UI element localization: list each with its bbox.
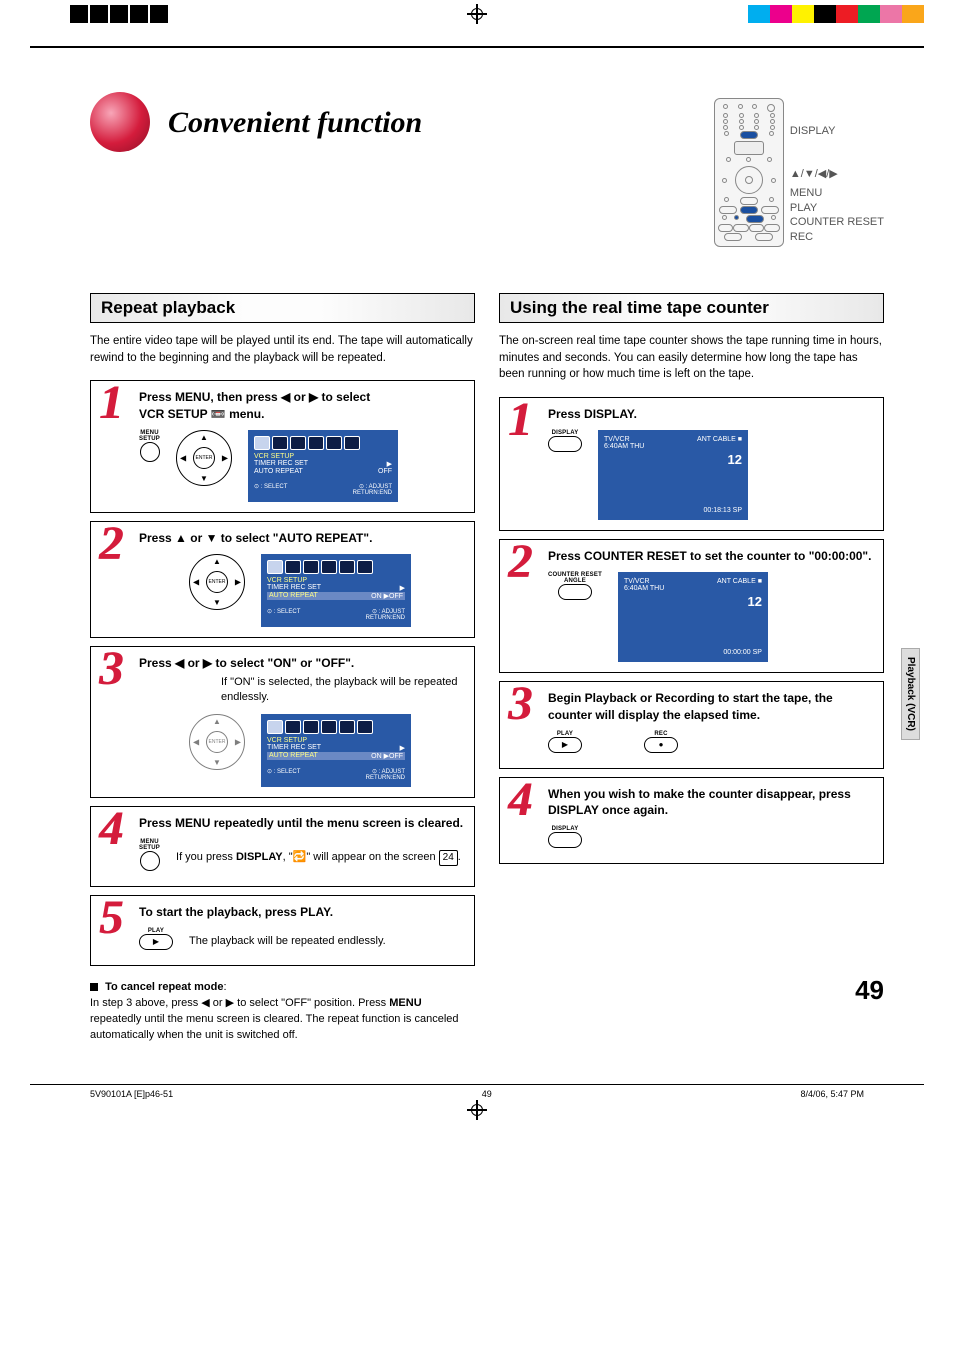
- callout-menu: MENU: [790, 186, 884, 201]
- step-number-icon: 4: [508, 776, 532, 824]
- title-badge-icon: [90, 92, 150, 152]
- registration-mark-icon: [0, 1103, 954, 1121]
- step-number-icon: 2: [99, 520, 123, 568]
- dpad-icon: ▲▼ ◀▶ ENTER: [189, 714, 245, 770]
- footer-right: 8/4/06, 5:47 PM: [800, 1089, 864, 1099]
- color-bar: [748, 5, 924, 23]
- right-column: Using the real time tape counter The on-…: [499, 293, 884, 872]
- step-number-icon: 1: [99, 379, 123, 427]
- callout-arrows: ▲/▼/◀/▶: [790, 167, 884, 182]
- step-number-icon: 3: [99, 645, 123, 693]
- step-4: 4 When you wish to make the counter disa…: [499, 777, 884, 864]
- step-2: 2 Press ▲ or ▼ to select "AUTO REPEAT". …: [90, 521, 475, 638]
- step-1: 1 Press MENU, then press ◀ or ▶ to selec…: [90, 380, 475, 512]
- side-tab: Playback (VCR): [901, 648, 920, 740]
- step-5: 5 To start the playback, press PLAY. PLA…: [90, 895, 475, 966]
- dpad-icon: ▲▼ ◀▶ ENTER: [189, 554, 245, 610]
- step-head-line2: VCR SETUP 📼 menu.: [139, 407, 264, 421]
- left-column: Repeat playback The entire video tape wi…: [90, 293, 475, 1044]
- square-bullet-icon: [90, 983, 98, 991]
- tv-screen: TV/VCRANT CABLE ■ 6:40AM THU 12 00:18:13…: [598, 430, 748, 520]
- osd-screen: VCR SETUP TIMER REC SET▶ AUTO REPEATON ▶…: [261, 554, 411, 627]
- play-button-icon: PLAY ▶: [139, 928, 173, 955]
- step-2: 2 Press COUNTER RESET to set the counter…: [499, 539, 884, 673]
- display-button-icon: DISPLAY: [548, 826, 582, 853]
- rec-button-icon: REC ●: [644, 731, 678, 758]
- step-4: 4 Press MENU repeatedly until the menu s…: [90, 806, 475, 887]
- black-squares: [70, 5, 168, 23]
- osd-screen: VCR SETUP TIMER REC SET▶ AUTO REPEATOFF …: [248, 430, 398, 502]
- remote-callouts: DISPLAY ▲/▼/◀/▶ MENU PLAY COUNTER RESET …: [790, 124, 884, 245]
- step-number-icon: 2: [508, 538, 532, 586]
- step-number-icon: 1: [508, 396, 532, 444]
- remote-diagram: DISPLAY ▲/▼/◀/▶ MENU PLAY COUNTER RESET …: [714, 98, 884, 247]
- registration-mark-icon: [471, 8, 483, 20]
- callout-rec: REC: [790, 230, 884, 245]
- display-button-icon: DISPLAY: [548, 430, 582, 457]
- page-title: Convenient function: [168, 106, 422, 140]
- step-number-icon: 5: [99, 894, 123, 942]
- intro-text: The on-screen real time tape counter sho…: [499, 333, 884, 383]
- callout-play: PLAY: [790, 201, 884, 216]
- step-1: 1 Press DISPLAY. DISPLAY TV/VCRANT CABLE…: [499, 397, 884, 531]
- step-number-icon: 3: [508, 680, 532, 728]
- print-registration-bar: [0, 0, 954, 28]
- counter-reset-button-icon: COUNTER RESET ANGLE: [548, 572, 602, 605]
- footer-left: 5V90101A [E]p46-51: [90, 1089, 173, 1099]
- footer-center: 49: [482, 1089, 492, 1099]
- page-number: 49: [855, 975, 884, 1006]
- callout-display: DISPLAY: [790, 124, 884, 139]
- step-head-line1: Press MENU, then press ◀ or ▶ to select: [139, 390, 370, 404]
- intro-text: The entire video tape will be played unt…: [90, 333, 475, 366]
- osd-screen: VCR SETUP TIMER REC SET▶ AUTO REPEATON ▶…: [261, 714, 411, 787]
- callout-counter-reset: COUNTER RESET: [790, 215, 884, 230]
- section-title-counter: Using the real time tape counter: [499, 293, 884, 323]
- section-title-repeat: Repeat playback: [90, 293, 475, 323]
- step-3: 3 Press ◀ or ▶ to select "ON" or "OFF". …: [90, 646, 475, 798]
- play-button-icon: PLAY ▶: [548, 731, 582, 758]
- cancel-note: To cancel repeat mode: In step 3 above, …: [90, 980, 475, 1044]
- menu-button-icon: MENU SETUP: [139, 430, 160, 467]
- step-3: 3 Begin Playback or Recording to start t…: [499, 681, 884, 768]
- dpad-icon: ▲▼ ◀▶ ENTER: [176, 430, 232, 486]
- remote-illustration: [714, 98, 784, 247]
- step-number-icon: 4: [99, 805, 123, 853]
- tv-screen: TV/VCRANT CABLE ■ 6:40AM THU 12 00:00:00…: [618, 572, 768, 662]
- footer: 5V90101A [E]p46-51 49 8/4/06, 5:47 PM: [0, 1085, 954, 1099]
- menu-button-icon: MENU SETUP: [139, 839, 160, 876]
- page-ref: 24: [439, 850, 458, 866]
